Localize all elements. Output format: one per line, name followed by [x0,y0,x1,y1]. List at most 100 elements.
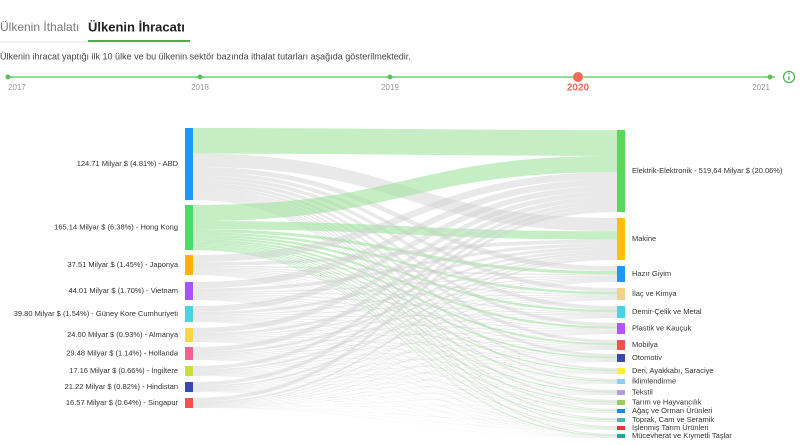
sankey-link[interactable] [193,185,617,312]
sankey-link[interactable] [193,198,617,436]
sankey-link[interactable] [193,320,617,394]
sankey-link[interactable] [193,394,617,408]
sankey-link[interactable] [193,201,617,370]
sankey-link[interactable] [193,375,617,430]
sankey-link[interactable] [193,317,617,406]
sankey-link[interactable] [193,390,617,395]
sankey-link[interactable] [193,193,617,402]
sankey-link[interactable] [193,361,617,407]
sankey-link[interactable] [193,185,617,357]
sankey-link[interactable] [193,273,617,412]
sankey-link[interactable] [193,360,617,375]
sankey-link[interactable] [193,339,617,373]
sankey-link[interactable] [193,319,617,373]
sankey-link[interactable] [193,196,617,352]
sankey-link[interactable] [193,407,617,413]
sankey-link[interactable] [193,190,617,381]
timeline-dot[interactable] [767,74,773,80]
sankey-link[interactable] [193,359,617,430]
target-node[interactable] [617,218,625,260]
sankey-link[interactable] [193,265,617,276]
sankey-link[interactable] [193,252,617,355]
sankey-link[interactable] [193,331,617,339]
sankey-link[interactable] [193,204,617,386]
sankey-link[interactable] [193,196,617,420]
target-node[interactable] [617,400,625,405]
timeline-dot[interactable] [5,74,11,80]
sankey-link[interactable] [193,375,617,413]
sankey-link[interactable] [193,275,617,293]
source-node[interactable] [185,328,193,342]
timeline-dot[interactable] [573,72,583,82]
sankey-link[interactable] [193,296,617,360]
sankey-link[interactable] [193,256,617,388]
sankey-link[interactable] [193,243,617,382]
target-node[interactable] [617,340,625,350]
sankey-link[interactable] [193,298,617,389]
sankey-link[interactable] [193,271,617,359]
sankey-link[interactable] [193,374,617,384]
sankey-link[interactable] [193,358,617,384]
sankey-link[interactable] [193,349,617,391]
sankey-link[interactable] [193,321,617,429]
sankey-link[interactable] [193,359,617,438]
source-node[interactable] [185,398,193,408]
timeline-dot[interactable] [387,74,393,80]
sankey-link[interactable] [193,375,617,405]
sankey-link[interactable] [193,242,617,372]
sankey-link[interactable] [193,194,617,411]
sankey-link[interactable] [193,404,617,408]
sankey-link[interactable] [193,279,617,373]
sankey-link[interactable] [193,271,617,372]
sankey-link[interactable] [193,391,617,413]
sankey-link[interactable] [193,280,617,389]
sankey-link[interactable] [193,341,617,438]
sankey-link[interactable] [193,272,617,383]
sankey-link[interactable] [193,258,617,404]
sankey-link[interactable] [193,246,617,315]
sankey-link[interactable] [193,297,617,338]
sankey-link[interactable] [193,296,617,317]
sankey-link[interactable] [193,341,617,422]
target-node[interactable] [617,409,625,413]
sankey-link[interactable] [193,332,617,374]
sankey-link[interactable] [193,316,617,390]
info-icon[interactable] [782,70,796,84]
sankey-link[interactable] [193,341,617,430]
timeline-year[interactable]: 2019 [381,83,399,92]
sankey-link[interactable] [193,239,617,346]
sankey-link[interactable] [193,298,617,373]
sankey-link[interactable] [193,208,617,402]
timeline-year[interactable]: 2017 [8,83,26,92]
sankey-link[interactable] [193,247,617,421]
sankey-link[interactable] [193,274,617,429]
sankey-link[interactable] [193,407,617,438]
sankey-link[interactable] [193,321,617,437]
timeline-year[interactable]: 2018 [191,83,209,92]
target-node[interactable] [617,323,625,334]
sankey-link[interactable] [193,191,617,333]
sankey-link[interactable] [193,243,617,292]
sankey-link[interactable] [193,270,617,347]
sankey-link[interactable] [193,172,617,263]
sankey-link[interactable] [193,357,617,361]
sankey-link[interactable] [193,361,617,391]
sankey-link[interactable] [193,316,617,374]
tab-imports[interactable]: Ülkenin İthalatı [0,20,79,34]
sankey-link[interactable] [193,241,617,359]
timeline-dot[interactable] [197,74,203,80]
sankey-link[interactable] [193,179,617,289]
sankey-link[interactable] [193,278,617,337]
sankey-link[interactable] [193,373,617,407]
sankey-link[interactable] [193,292,617,297]
sankey-link[interactable] [193,267,617,296]
sankey-link[interactable] [193,298,617,404]
sankey-link[interactable] [193,272,617,394]
sankey-link[interactable] [193,246,617,412]
sankey-link[interactable] [193,373,617,375]
sankey-link[interactable] [193,276,617,316]
sankey-link[interactable] [193,294,617,331]
target-node[interactable] [617,418,625,422]
source-node[interactable] [185,306,193,322]
sankey-link[interactable] [193,281,617,405]
